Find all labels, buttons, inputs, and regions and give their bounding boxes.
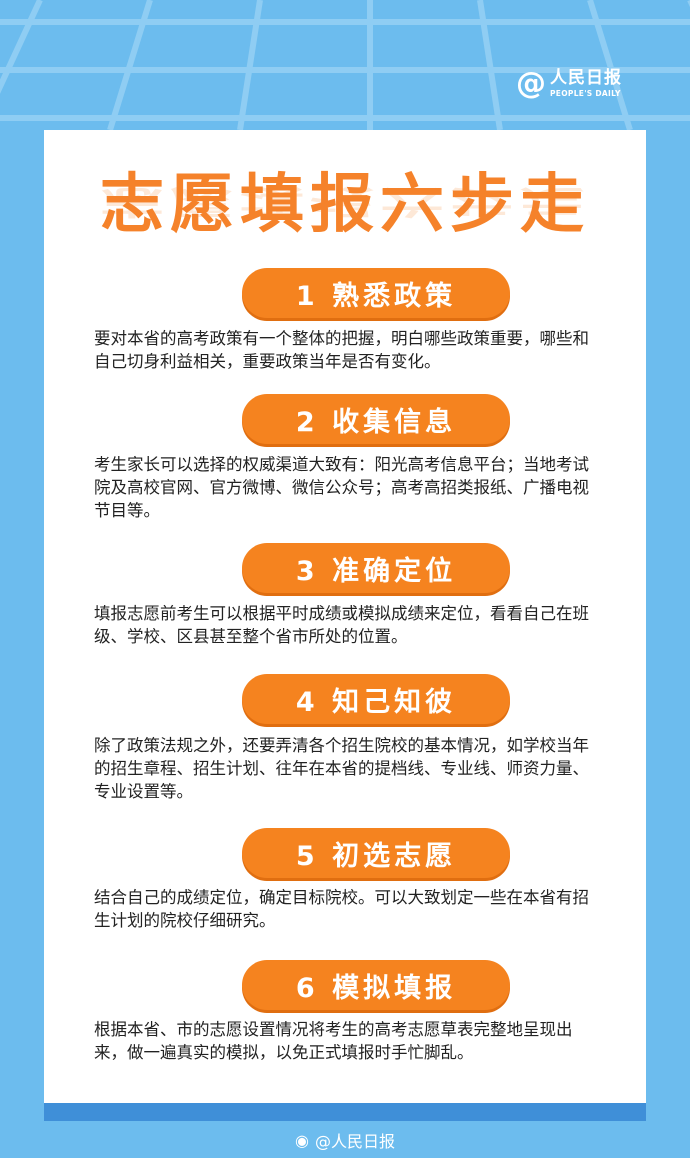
step-1-text: 要对本省的高考政策有一个整体的把握，明白哪些政策重要，哪些和自己切身利益相关，重…	[94, 329, 589, 371]
watermark-text: @人民日报	[314, 1132, 395, 1151]
title-area: 志愿填报六步走 志愿填报六步走	[44, 160, 646, 310]
page-title: 志愿填报六步走	[100, 168, 590, 242]
at-icon: @	[516, 66, 546, 101]
content-card: 志愿填报六步走 志愿填报六步走 1 熟悉政策 要对本省的高考政策有一个整体的把握…	[44, 130, 646, 1103]
card-bottom-band	[44, 1103, 646, 1121]
background-grid	[0, 0, 690, 130]
step-2-text: 考生家长可以选择的权威渠道大致有：阳光高考信息平台；当地考试院及高校官网、官方微…	[94, 455, 589, 520]
step-3-pill: 3 准确定位	[242, 543, 510, 593]
step-5-text: 结合自己的成绩定位，确定目标院校。可以大致划定一些在本省有招生计划的院校仔细研究…	[94, 888, 589, 930]
title-reflection: 志愿填报六步走	[100, 183, 590, 220]
step-4-pill: 4 知己知彼	[242, 674, 510, 724]
step-4-text: 除了政策法规之外，还要弄清各个招生院校的基本情况，如学校当年的招生章程、招生计划…	[94, 736, 589, 801]
weibo-icon: ◉	[295, 1130, 309, 1150]
step-1-pill: 1 熟悉政策	[242, 268, 510, 318]
weibo-watermark: ◉ @人民日报	[0, 1128, 690, 1152]
step-3-text: 填报志愿前考生可以根据平时成绩或模拟成绩来定位，看看自己在班级、学校、区县甚至整…	[94, 604, 589, 646]
logo-name-cn: 人民日报	[550, 68, 622, 89]
step-6-pill: 6 模拟填报	[242, 960, 510, 1010]
step-5-pill: 5 初选志愿	[242, 828, 510, 878]
step-6-text: 根据本省、市的志愿设置情况将考生的高考志愿草表完整地呈现出来，做一遍真实的模拟，…	[94, 1020, 573, 1062]
step-2-pill: 2 收集信息	[242, 394, 510, 444]
logo-name-en: PEOPLE'S DAILY	[550, 89, 621, 99]
peoples-daily-logo: @ 人民日报 PEOPLE'S DAILY	[516, 62, 646, 106]
